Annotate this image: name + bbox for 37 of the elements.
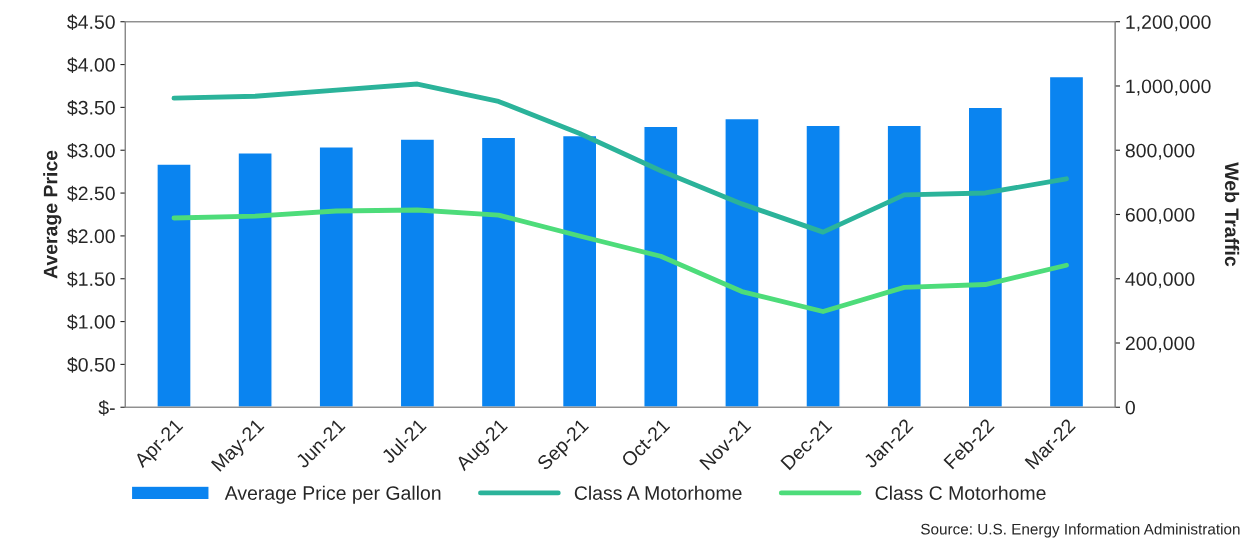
y2-axis-title: Web Traffic (1224, 162, 1240, 267)
y-tick-label: $2.00 (67, 228, 115, 245)
line-series (171, 81, 1069, 235)
bar (480, 136, 517, 408)
bar (805, 124, 841, 408)
y2-tick-label: 800,000 (1125, 143, 1195, 160)
legend-label: Class A Motorhome (574, 485, 742, 500)
bar (399, 138, 436, 408)
y2-tick-label: 1,000,000 (1126, 79, 1211, 96)
line-series (171, 207, 1069, 314)
y2-tick-label: 200,000 (1125, 336, 1195, 353)
bar (1048, 75, 1085, 408)
y-tick-label: $2.50 (67, 185, 115, 202)
bar (237, 152, 273, 408)
y-tick-label: $1.50 (67, 271, 115, 288)
bar (156, 163, 192, 408)
y2-tick-label: 0 (1125, 400, 1135, 415)
y2-tick-label: 600,000 (1125, 207, 1195, 225)
bar (318, 146, 354, 408)
source-note: Source: U.S. Energy Information Administration (921, 523, 1240, 538)
y-tick-label: $4.50 (67, 14, 115, 31)
y-tick-label: $3.50 (67, 100, 115, 116)
legend-label: Class C Motorhome (875, 485, 1046, 500)
y2-tick-label: 1,200,000 (1126, 15, 1211, 32)
y-axis-title: Average Price (43, 150, 62, 279)
y-tick-label: $1.00 (67, 314, 115, 330)
y2-tick-label: 400,000 (1125, 272, 1195, 289)
y-tick-label: $3.00 (67, 142, 115, 159)
bar (967, 106, 1004, 408)
bar (561, 134, 598, 408)
y-tick-label: $- (98, 399, 115, 416)
bar (643, 125, 679, 408)
bar (886, 124, 922, 408)
bar (724, 117, 760, 408)
y-tick-label: $0.50 (67, 357, 115, 373)
legend-label: Average Price per Gallon (224, 485, 441, 504)
y-tick-label: $4.00 (67, 57, 115, 73)
